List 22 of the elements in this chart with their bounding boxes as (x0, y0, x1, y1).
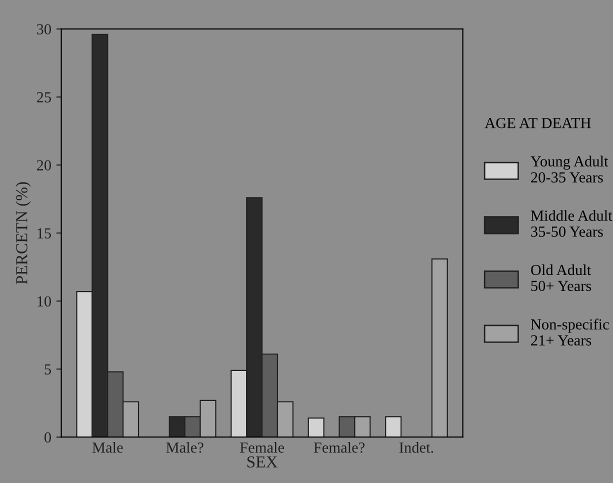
y-tick-label: 10 (38, 296, 51, 307)
bar (385, 416, 402, 438)
bar (308, 418, 324, 438)
legend-label: Non-specific 21+ Years (530, 318, 609, 346)
y-tick-label: 30 (37, 24, 51, 34)
y-tick-label: 0 (44, 432, 51, 443)
x-tick-label: Female? (314, 442, 365, 453)
legend-label: Old Adult 50+ Years (531, 264, 592, 292)
x-tick-label: Male (92, 442, 123, 453)
y-axis-title: PERCETN (%) (16, 182, 31, 284)
x-tick-label: Indet. (399, 442, 434, 453)
legend-label: Young Adult 20-35 Years (530, 156, 608, 183)
legend-label: Middle Adult 35-50 Years (530, 210, 612, 237)
legend-title: AGE AT DEATH (484, 118, 591, 128)
bar (431, 258, 448, 438)
y-tick-label: 5 (44, 364, 51, 375)
y-tick-label: 20 (36, 160, 51, 170)
x-tick-label: Male? (166, 442, 204, 453)
y-tick-label: 15 (38, 228, 51, 238)
x-axis-title: SEX (247, 456, 278, 468)
y-tick-label: 25 (36, 92, 51, 102)
x-tick-label: Female (240, 442, 284, 453)
